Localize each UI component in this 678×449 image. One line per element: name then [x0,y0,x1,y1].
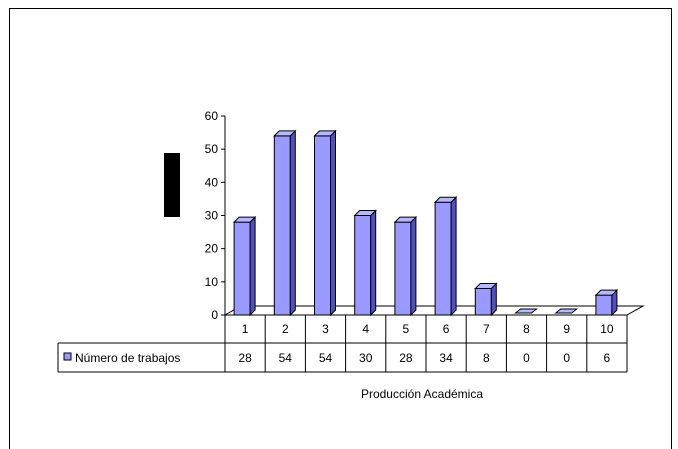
bar-top [554,308,579,314]
legend-swatch [63,352,72,361]
bar-side [289,129,296,317]
bar-side [249,215,256,317]
data-table-value: 0 [523,351,530,365]
x-tick-label: 4 [362,322,369,336]
data-table-value: 28 [399,351,413,365]
bar-top [393,216,418,223]
bar-front [474,287,492,316]
chart-bars [232,129,619,317]
x-tick-label: 1 [242,322,249,336]
legend-label: Número de trabajos [75,351,180,365]
bar-9 [554,308,579,314]
data-table: 1 28 2 54 3 54 4 30 5 28 6 34 7 8 8 0 9 0 10 6 Número de tra… [57,314,628,373]
y-tick-label: 40 [205,175,219,189]
y-tick-label: 50 [205,142,219,156]
x-tick-label: 3 [322,322,329,336]
y-tick-label: 10 [205,275,219,289]
x-axis-label: Producción Académica [361,387,483,401]
data-table-value: 34 [439,351,453,365]
data-table-value: 30 [359,351,373,365]
bar-top [232,216,257,223]
bar-front [394,221,412,316]
x-tick-label: 10 [600,322,614,336]
x-tick-label: 8 [523,322,530,336]
bar-7 [474,282,498,317]
y-tick-label: 30 [205,209,219,223]
bar-top [273,130,297,137]
bar-chart: 0 10 20 30 40 50 60 1 28 2 54 3 54 4 30 5 28 6 34 7 8 8 0 9 0 10… [57,109,645,401]
bar-front [273,135,291,316]
bar-top [514,308,538,314]
y-tick-label: 0 [211,308,218,322]
data-table-value: 0 [563,351,570,365]
data-table-value: 8 [483,351,490,365]
bar-top [594,289,619,296]
bar-2 [273,129,297,317]
bar-6 [433,196,458,317]
data-table-value: 28 [238,351,252,365]
bar-3 [313,129,337,317]
y-tick-label: 20 [205,242,219,256]
y-tick-label: 60 [205,109,219,123]
chart-frame [9,8,672,449]
data-table-value: 54 [279,351,293,365]
bar-front [233,221,251,316]
bar-side [330,129,336,317]
data-table-value: 54 [319,351,333,365]
bar-5 [393,215,418,317]
x-tick-label: 6 [443,322,450,336]
bar-top [313,130,337,137]
axis-title-placeholder-block [164,153,180,217]
x-tick-label: 2 [282,322,289,336]
bar-front [595,294,613,316]
bar-top [474,282,498,289]
bar-front [354,215,372,316]
bar-side [370,209,377,317]
bar-8 [514,308,538,314]
x-tick-label: 7 [483,322,490,336]
bar-front [314,135,331,316]
bar-side [450,196,457,317]
bar-1 [232,215,257,317]
bar-4 [353,209,377,317]
bar-10 [594,288,619,317]
chart-axes: 0 10 20 30 40 50 60 [205,109,645,322]
data-table-value: 6 [604,351,611,365]
bar-top [433,196,458,203]
bar-front [434,201,452,316]
x-tick-label: 5 [403,322,410,336]
bar-side [410,215,417,317]
bar-top [353,210,377,216]
x-tick-label: 9 [563,322,570,336]
